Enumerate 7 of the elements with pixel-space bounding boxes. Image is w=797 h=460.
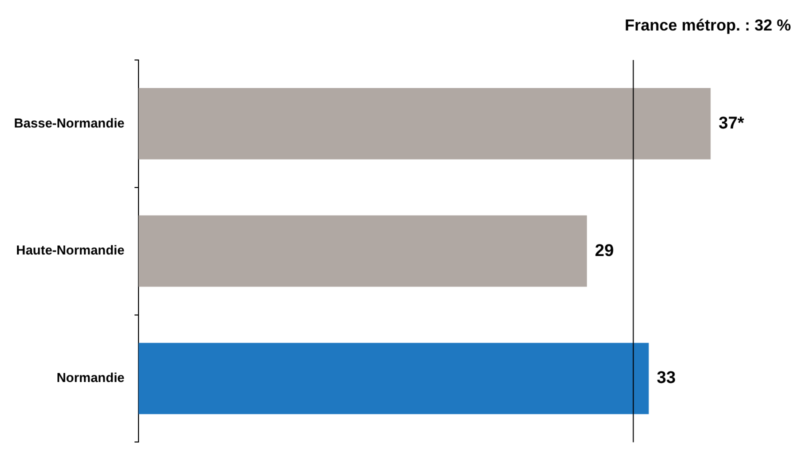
data-label: 29 [594,240,614,260]
y-tick-label: Normandie [56,370,125,386]
y-tick-label: Haute-Normandie [16,242,125,258]
data-label: 33 [656,368,676,388]
y-tick-label: Basse-Normandie [14,115,125,130]
ref-line-label: France métrop. : 32 % [624,17,791,34]
data-label: 37* [718,113,745,132]
